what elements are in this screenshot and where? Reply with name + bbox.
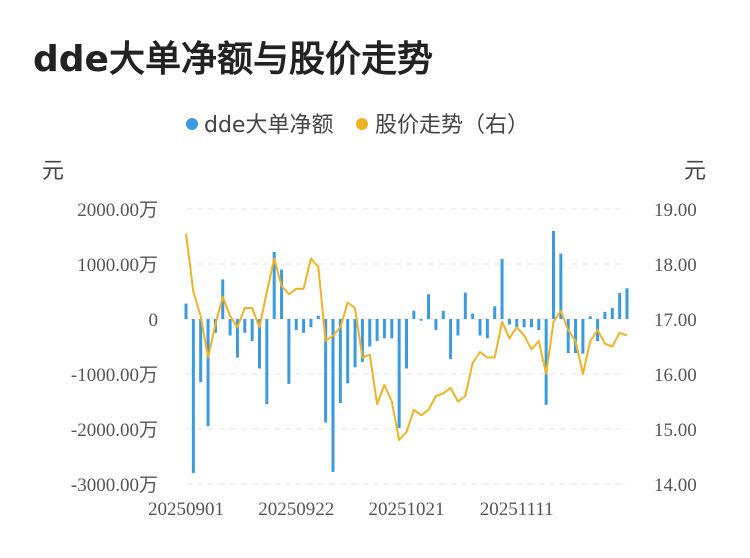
right-tick-label: 15.00: [654, 420, 697, 441]
axis-layer: 2000.00万 1000.00万 0 -1000.00万 -2000.00万 -3000…: [71, 200, 697, 520]
bar: [316, 315, 320, 319]
bar: [382, 319, 386, 339]
bar: [250, 319, 254, 341]
bar: [235, 319, 239, 358]
bar: [434, 319, 438, 330]
bar: [588, 316, 592, 319]
right-tick-label: 18.00: [654, 255, 697, 276]
bar: [309, 319, 313, 328]
right-tick-label: 14.00: [654, 475, 697, 496]
bar: [478, 319, 482, 336]
bar: [441, 310, 445, 319]
bar: [463, 292, 467, 319]
bar: [574, 319, 578, 354]
bar: [537, 319, 541, 330]
left-tick-label: -1000.00万: [71, 365, 158, 386]
bar: [515, 319, 519, 328]
legend-marker-line: [356, 118, 368, 130]
bar: [405, 319, 408, 369]
bar: [228, 319, 232, 336]
bar: [618, 293, 622, 319]
bar: [280, 269, 284, 319]
bar: [272, 251, 276, 319]
left-tick-label: -2000.00万: [71, 420, 158, 441]
bar: [625, 288, 629, 319]
bar: [199, 319, 203, 383]
bar: [500, 259, 504, 319]
legend-marker-bar: [186, 118, 198, 130]
line-layer: [185, 233, 628, 441]
bar: [346, 319, 350, 384]
bar: [529, 319, 533, 328]
bar: [294, 319, 298, 330]
bar: [184, 303, 188, 319]
bar: [427, 294, 431, 319]
bar: [603, 311, 607, 319]
bar: [456, 319, 460, 336]
bar: [338, 319, 342, 404]
bar: [324, 319, 328, 423]
bar: [397, 319, 401, 428]
bar: [485, 319, 489, 339]
bar: [544, 319, 548, 405]
legend-label-bar: dde大单净额: [204, 113, 333, 138]
bar: [302, 319, 306, 333]
right-tick-label: 19.00: [654, 200, 697, 221]
bar: [412, 310, 416, 319]
bar: [360, 319, 364, 362]
bar: [493, 306, 497, 319]
left-axis-unit: 元: [42, 159, 64, 184]
bar: [206, 319, 210, 427]
bar: [522, 319, 526, 328]
bar: [191, 319, 195, 473]
legend-label-line: 股价走势（右）: [375, 113, 529, 138]
left-tick-label: 2000.00万: [77, 200, 158, 221]
bar: [353, 319, 357, 368]
bar: [419, 319, 423, 321]
right-axis-unit: 元: [684, 159, 706, 184]
bar: [449, 319, 453, 360]
price-line: [185, 233, 628, 441]
x-tick-label: 20250922: [258, 499, 334, 520]
left-tick-label: -3000.00万: [71, 475, 158, 496]
bar: [258, 319, 261, 369]
bars-layer: [184, 231, 629, 473]
left-tick-label: 1000.00万: [77, 255, 158, 276]
bar: [287, 319, 291, 384]
bar: [559, 253, 563, 319]
bar: [390, 319, 394, 339]
x-tick-label: 20251021: [369, 499, 445, 520]
x-tick-label: 20250901: [148, 499, 224, 520]
chart-title: dde大单净额与股价走势: [33, 39, 433, 80]
bar: [566, 319, 570, 354]
bar: [243, 319, 247, 333]
bar: [552, 231, 555, 319]
bar: [265, 319, 269, 405]
bar: [375, 319, 379, 341]
bar: [507, 319, 511, 325]
left-tick-label: 0: [149, 310, 159, 331]
legend[interactable]: dde大单净额 股价走势（右）: [186, 113, 529, 138]
bar: [581, 319, 585, 354]
right-tick-label: 16.00: [654, 365, 697, 386]
bar: [610, 308, 614, 319]
right-tick-label: 17.00: [654, 310, 697, 331]
bar: [471, 313, 475, 319]
bar: [368, 319, 372, 347]
x-tick-label: 20251111: [480, 499, 554, 520]
bar: [331, 319, 335, 472]
